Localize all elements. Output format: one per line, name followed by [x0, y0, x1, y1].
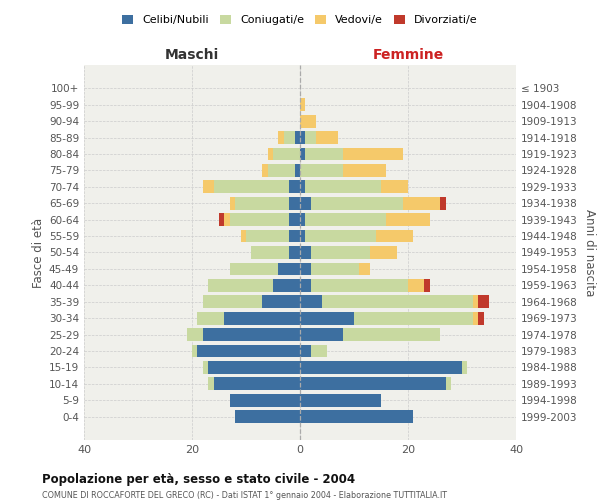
- Bar: [262, 164, 268, 177]
- Bar: [300, 296, 322, 308]
- Bar: [300, 197, 311, 209]
- Bar: [278, 132, 284, 144]
- Bar: [316, 132, 338, 144]
- Bar: [230, 394, 300, 406]
- Bar: [224, 312, 300, 324]
- Bar: [446, 378, 451, 390]
- Bar: [197, 312, 224, 324]
- Bar: [376, 230, 413, 242]
- Text: COMUNE DI ROCCAFORTE DEL GRECO (RC) - Dati ISTAT 1° gennaio 2004 - Elaborazione : COMUNE DI ROCCAFORTE DEL GRECO (RC) - Da…: [42, 491, 447, 500]
- Bar: [203, 361, 208, 374]
- Bar: [300, 279, 311, 291]
- Bar: [305, 230, 376, 242]
- Text: Femmine: Femmine: [373, 48, 443, 62]
- Text: Maschi: Maschi: [165, 48, 219, 62]
- Bar: [289, 197, 300, 209]
- Bar: [478, 312, 484, 324]
- Bar: [284, 132, 295, 144]
- Bar: [230, 214, 289, 226]
- Bar: [203, 180, 214, 194]
- Bar: [343, 164, 386, 177]
- Bar: [289, 214, 300, 226]
- Bar: [208, 378, 214, 390]
- Bar: [224, 214, 230, 226]
- Bar: [300, 394, 381, 406]
- Bar: [300, 328, 343, 341]
- Bar: [230, 197, 235, 209]
- Bar: [300, 344, 311, 358]
- Bar: [311, 279, 408, 291]
- Legend: Celibi/Nubili, Coniugati/e, Vedovi/e, Divorziati/e: Celibi/Nubili, Coniugati/e, Vedovi/e, Di…: [118, 10, 482, 30]
- Bar: [300, 148, 305, 160]
- Bar: [300, 312, 354, 324]
- Bar: [197, 344, 300, 358]
- Bar: [300, 164, 343, 177]
- Bar: [354, 312, 473, 324]
- Bar: [203, 328, 300, 341]
- Bar: [359, 262, 370, 276]
- Y-axis label: Anni di nascita: Anni di nascita: [583, 209, 596, 296]
- Bar: [300, 98, 305, 111]
- Bar: [403, 197, 440, 209]
- Bar: [370, 246, 397, 259]
- Bar: [300, 246, 311, 259]
- Y-axis label: Fasce di età: Fasce di età: [32, 218, 45, 288]
- Bar: [322, 296, 473, 308]
- Bar: [311, 246, 370, 259]
- Bar: [305, 180, 381, 194]
- Text: Popolazione per età, sesso e stato civile - 2004: Popolazione per età, sesso e stato civil…: [42, 472, 355, 486]
- Bar: [300, 410, 413, 423]
- Bar: [295, 132, 300, 144]
- Bar: [235, 410, 300, 423]
- Bar: [241, 230, 246, 242]
- Bar: [187, 328, 203, 341]
- Bar: [273, 148, 300, 160]
- Bar: [300, 230, 305, 242]
- Bar: [300, 378, 446, 390]
- Bar: [235, 197, 289, 209]
- Bar: [300, 115, 316, 128]
- Bar: [208, 361, 300, 374]
- Bar: [214, 180, 289, 194]
- Bar: [343, 148, 403, 160]
- Bar: [440, 197, 446, 209]
- Bar: [230, 262, 278, 276]
- Bar: [305, 132, 316, 144]
- Bar: [300, 180, 305, 194]
- Bar: [381, 180, 408, 194]
- Bar: [246, 230, 289, 242]
- Bar: [424, 279, 430, 291]
- Bar: [311, 197, 403, 209]
- Bar: [268, 148, 273, 160]
- Bar: [268, 164, 295, 177]
- Bar: [208, 279, 273, 291]
- Bar: [305, 148, 343, 160]
- Bar: [343, 328, 440, 341]
- Bar: [300, 214, 305, 226]
- Bar: [478, 296, 489, 308]
- Bar: [289, 180, 300, 194]
- Bar: [386, 214, 430, 226]
- Bar: [300, 262, 311, 276]
- Bar: [300, 132, 305, 144]
- Bar: [251, 246, 289, 259]
- Bar: [262, 296, 300, 308]
- Bar: [278, 262, 300, 276]
- Bar: [305, 214, 386, 226]
- Bar: [473, 296, 478, 308]
- Bar: [289, 246, 300, 259]
- Bar: [214, 378, 300, 390]
- Bar: [300, 361, 462, 374]
- Bar: [311, 344, 327, 358]
- Bar: [311, 262, 359, 276]
- Bar: [203, 296, 262, 308]
- Bar: [219, 214, 224, 226]
- Bar: [408, 279, 424, 291]
- Bar: [273, 279, 300, 291]
- Bar: [462, 361, 467, 374]
- Bar: [295, 164, 300, 177]
- Bar: [192, 344, 197, 358]
- Bar: [473, 312, 478, 324]
- Bar: [289, 230, 300, 242]
